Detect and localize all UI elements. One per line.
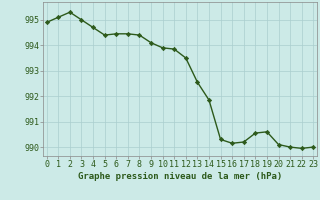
X-axis label: Graphe pression niveau de la mer (hPa): Graphe pression niveau de la mer (hPa) [78,172,282,181]
